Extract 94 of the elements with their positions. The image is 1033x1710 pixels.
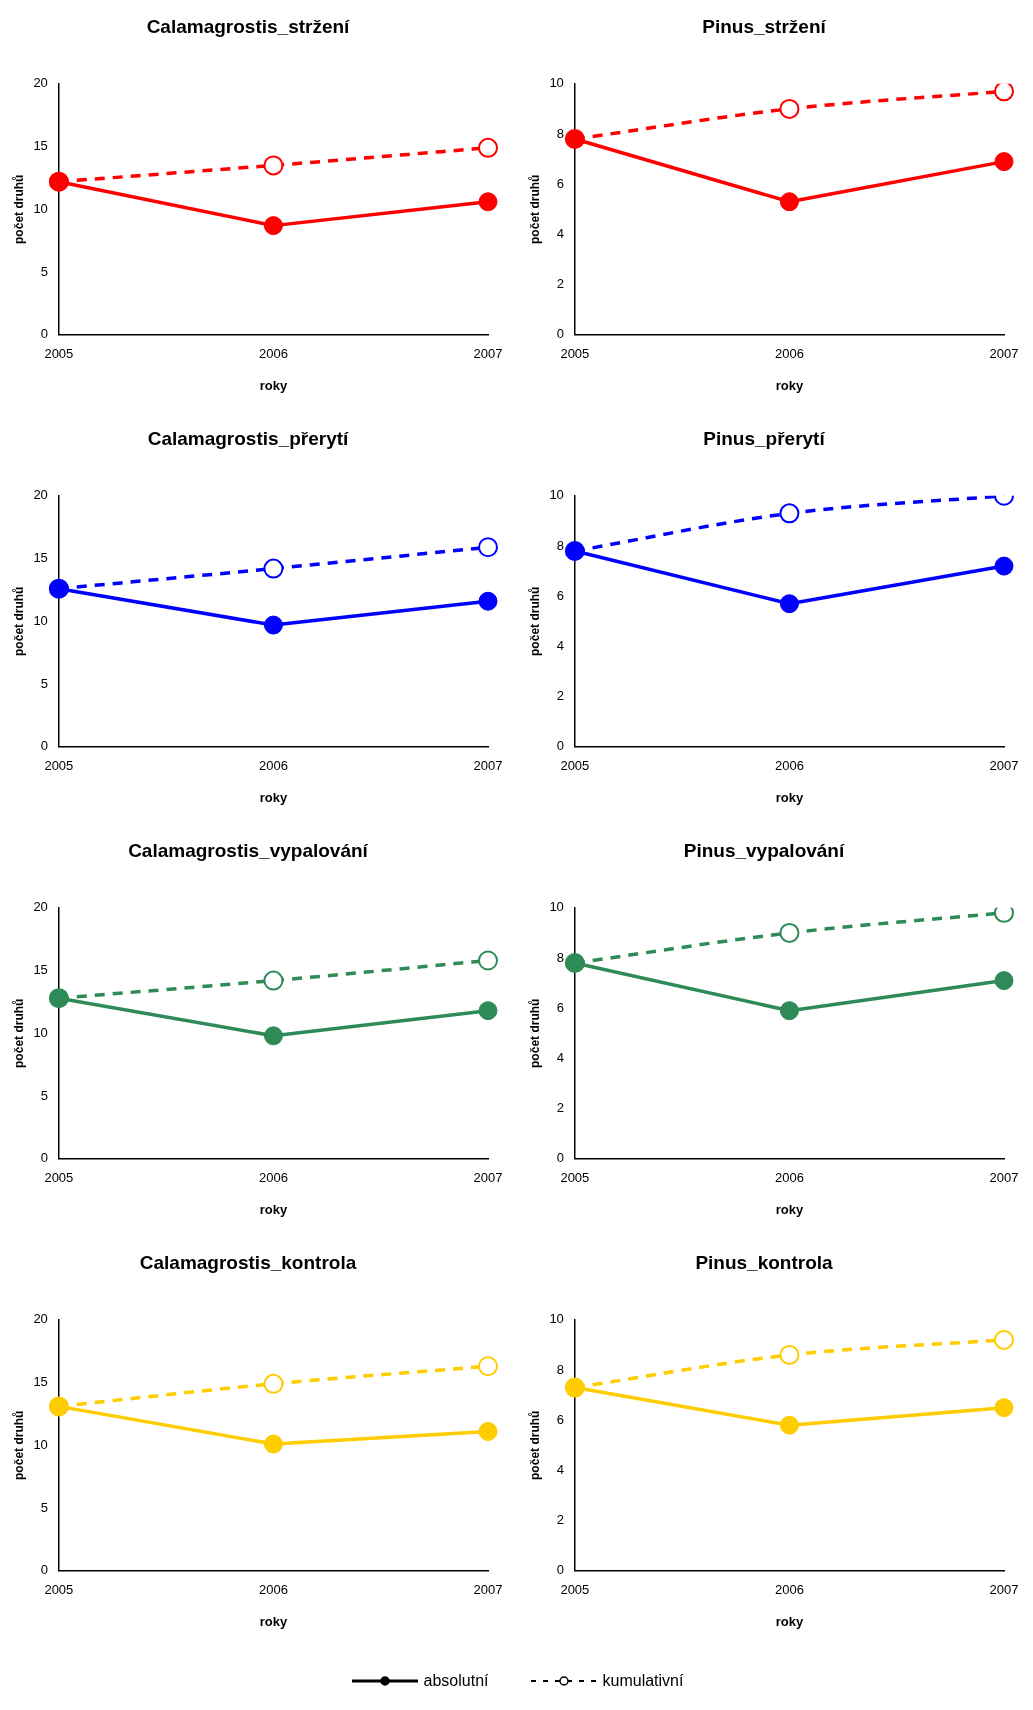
- x-tick-label: 2007: [473, 1170, 503, 1186]
- chart-title: Pinus_vypalování: [683, 839, 845, 861]
- x-tick-label: 2005: [44, 758, 74, 774]
- y-tick-label: 20: [33, 75, 48, 91]
- y-axis-title: počet druhů: [11, 174, 26, 244]
- x-tick-label: 2005: [44, 1170, 74, 1186]
- x-tick-label: 2005: [44, 1582, 74, 1598]
- y-tick-label: 0: [40, 1150, 48, 1166]
- x-tick-label: 2007: [989, 346, 1019, 362]
- x-tick-label: 2006: [774, 1582, 804, 1598]
- y-tick-label: 20: [33, 1311, 48, 1327]
- x-axis-title: roky: [259, 789, 288, 805]
- y-tick-label: 6: [556, 999, 564, 1015]
- y-tick-label: 20: [33, 899, 48, 915]
- x-tick-label: 2005: [560, 1170, 590, 1186]
- y-tick-label: 4: [556, 637, 564, 653]
- x-tick-label: 2007: [989, 758, 1019, 774]
- y-tick-label: 0: [40, 1562, 48, 1578]
- y-tick-label: 5: [40, 263, 48, 279]
- y-tick-label: 4: [556, 1049, 564, 1065]
- x-axis-title: roky: [259, 1613, 288, 1629]
- y-tick-label: 0: [556, 738, 564, 754]
- y-tick-label: 10: [33, 612, 48, 628]
- y-axis-title: počet druhů: [527, 1410, 542, 1480]
- y-tick-label: 5: [40, 1087, 48, 1103]
- x-tick-label: 2005: [560, 758, 590, 774]
- x-axis-title: roky: [775, 377, 804, 393]
- chart-title: Pinus_stržení: [702, 15, 827, 37]
- x-tick-label: 2006: [258, 346, 288, 362]
- chart-title: Calamagrostis_přerytí: [147, 427, 350, 449]
- y-tick-label: 2: [556, 276, 564, 292]
- x-tick-label: 2005: [44, 346, 74, 362]
- y-tick-label: 10: [549, 899, 564, 915]
- x-tick-label: 2006: [774, 758, 804, 774]
- y-axis-title: počet druhů: [11, 998, 26, 1068]
- y-tick-label: 10: [549, 75, 564, 91]
- x-axis-title: roky: [259, 1201, 288, 1217]
- y-tick-label: 10: [549, 1311, 564, 1327]
- y-axis-title: počet druhů: [527, 174, 542, 244]
- y-axis-title: počet druhů: [527, 998, 542, 1068]
- x-tick-label: 2006: [774, 346, 804, 362]
- y-tick-label: 15: [33, 1374, 48, 1390]
- y-tick-label: 6: [556, 175, 564, 191]
- x-tick-label: 2006: [774, 1170, 804, 1186]
- y-tick-label: 5: [40, 675, 48, 691]
- x-tick-label: 2006: [258, 1170, 288, 1186]
- y-tick-label: 6: [556, 1411, 564, 1427]
- y-tick-label: 10: [33, 1436, 48, 1452]
- y-tick-label: 15: [33, 138, 48, 154]
- x-tick-label: 2007: [473, 758, 503, 774]
- x-tick-label: 2006: [258, 1582, 288, 1598]
- x-tick-label: 2005: [560, 346, 590, 362]
- y-axis-title: počet druhů: [11, 1410, 26, 1480]
- y-tick-label: 0: [556, 326, 564, 342]
- y-tick-label: 2: [556, 1100, 564, 1116]
- x-axis-title: roky: [775, 1613, 804, 1629]
- x-axis-title: roky: [775, 1201, 804, 1217]
- chart-title: Calamagrostis_vypalování: [128, 839, 369, 861]
- y-tick-label: 15: [33, 962, 48, 978]
- x-tick-label: 2006: [258, 758, 288, 774]
- chart-title: Calamagrostis_stržení: [146, 15, 351, 37]
- y-tick-label: 0: [556, 1150, 564, 1166]
- chart-title: Pinus_přerytí: [703, 427, 826, 449]
- y-tick-label: 6: [556, 587, 564, 603]
- y-tick-label: 10: [33, 200, 48, 216]
- y-tick-label: 0: [40, 326, 48, 342]
- x-tick-label: 2005: [560, 1582, 590, 1598]
- x-tick-label: 2007: [989, 1582, 1019, 1598]
- x-tick-label: 2007: [473, 346, 503, 362]
- y-tick-label: 10: [549, 487, 564, 503]
- text: absolutní: [423, 1672, 489, 1690]
- y-tick-label: 15: [33, 550, 48, 566]
- y-tick-label: 8: [556, 949, 564, 965]
- y-tick-label: 8: [556, 125, 564, 141]
- y-tick-label: 2: [556, 1512, 564, 1528]
- y-tick-label: 2: [556, 688, 564, 704]
- y-tick-label: 8: [556, 537, 564, 553]
- y-tick-label: 20: [33, 487, 48, 503]
- y-tick-label: 0: [556, 1562, 564, 1578]
- y-axis-title: počet druhů: [11, 586, 26, 656]
- y-tick-label: 8: [556, 1361, 564, 1377]
- y-tick-label: 4: [556, 225, 564, 241]
- y-tick-label: 4: [556, 1461, 564, 1477]
- y-axis-title: počet druhů: [527, 586, 542, 656]
- x-tick-label: 2007: [989, 1170, 1019, 1186]
- y-tick-label: 10: [33, 1024, 48, 1040]
- y-tick-label: 0: [40, 738, 48, 754]
- x-axis-title: roky: [259, 377, 288, 393]
- x-axis-title: roky: [775, 789, 804, 805]
- x-tick-label: 2007: [473, 1582, 503, 1598]
- text: kumulativní: [602, 1672, 684, 1690]
- chart-title: Pinus_kontrola: [695, 1251, 834, 1273]
- chart-title: Calamagrostis_kontrola: [139, 1251, 357, 1273]
- y-tick-label: 5: [40, 1499, 48, 1515]
